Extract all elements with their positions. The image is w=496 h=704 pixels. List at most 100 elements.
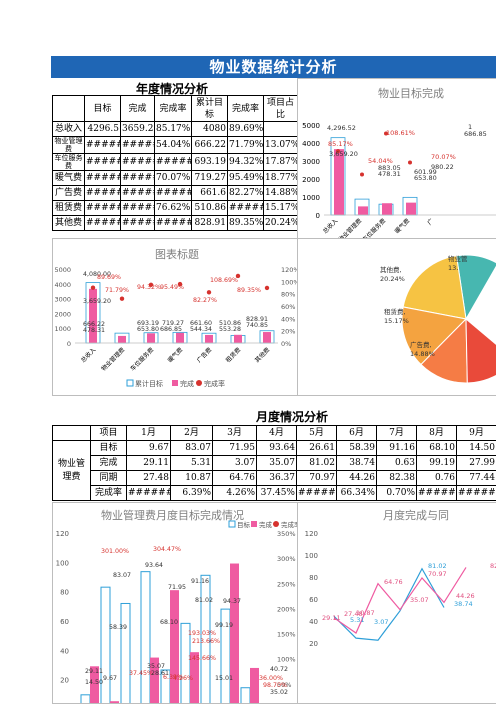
header-cell: 4月	[257, 426, 297, 441]
y-tick-label: 100	[56, 559, 69, 567]
pie-label: 其他费,	[380, 265, 402, 274]
table-cell: ######	[155, 154, 192, 171]
y-tick-label: 1000	[302, 194, 320, 202]
y-tick-label: 3000	[54, 296, 71, 304]
table-row: 租赁费############76.62%510.86######15.17%	[53, 201, 298, 216]
table-row: 物业管理费############54.04%666.2271.79%13.07…	[53, 137, 298, 154]
header-cell: 累计目标	[192, 96, 228, 122]
y-tick-label: 80	[309, 574, 318, 582]
data-label: 94.32%	[137, 284, 161, 291]
table-cell: 89.35%	[228, 216, 264, 231]
y-tick-label: 120	[56, 530, 69, 538]
y-tick-label: 2000	[54, 310, 71, 318]
table-cell: 35.07	[257, 456, 297, 471]
pie-label: 13.	[448, 264, 458, 272]
table-cell: ######	[85, 154, 121, 171]
x-tick-label: 暖气费	[166, 346, 184, 364]
table-cell: 26.61	[297, 441, 337, 456]
header-cell: 6月	[337, 426, 377, 441]
completed-bar	[358, 206, 368, 215]
data-label: 29.11	[85, 668, 103, 675]
table-cell: 95.49%	[228, 171, 264, 186]
table-cell: ######	[127, 486, 171, 501]
header-cell: 7月	[377, 426, 417, 441]
x-tick-label: 车位服务费	[361, 217, 388, 239]
table-cell: 4296.5	[85, 122, 121, 137]
legend-label: 完成率	[204, 379, 225, 388]
pie-label: 租赁费,	[384, 307, 406, 316]
header-cell: 完成率	[228, 96, 264, 122]
table-cell: 82.27%	[228, 186, 264, 201]
legend-label: 完成	[259, 520, 273, 529]
row-label: 完成率	[91, 486, 127, 501]
rate-point	[265, 286, 269, 290]
target-bar	[141, 572, 150, 703]
pie-label: 15.17%	[384, 317, 409, 325]
data-label: 3,659.20	[329, 150, 358, 158]
data-label: 14.50	[85, 679, 103, 686]
data-label: 58.39	[109, 624, 127, 631]
y2-tick-label: 0%	[281, 340, 291, 348]
header-cell: 项目占比	[264, 96, 298, 122]
data-label: 83.07	[113, 572, 131, 579]
y2-tick-label: 60%	[281, 303, 295, 311]
legend-swatch	[196, 380, 202, 386]
table-cell: 93.64	[257, 441, 297, 456]
table-cell: 29.11	[127, 456, 171, 471]
data-label: 82	[490, 562, 496, 570]
completed-bar	[382, 203, 392, 215]
header-cell: 2月	[171, 426, 213, 441]
table-cell: ######	[85, 216, 121, 231]
header-cell: 8月	[417, 426, 457, 441]
data-label: 81.02	[428, 562, 447, 570]
table-cell: 4.26%	[213, 486, 257, 501]
table-cell: 0.63	[377, 456, 417, 471]
data-label: 91.16	[191, 578, 209, 585]
data-label: 94.37	[223, 598, 241, 605]
data-label: 85.17%	[328, 140, 353, 148]
data-label: 98.70%	[263, 682, 287, 689]
y-tick-label: 20	[309, 640, 318, 648]
table-cell: 71.79%	[228, 137, 264, 154]
y-tick-label: 4000	[302, 140, 320, 148]
table-cell: ######	[85, 137, 121, 154]
table-cell	[264, 122, 298, 137]
monthly-section-title: 月度情况分析	[256, 408, 328, 425]
table-cell: 661.6	[192, 186, 228, 201]
table-cell: 510.86	[192, 201, 228, 216]
row-label: 完成	[91, 456, 127, 471]
table-cell: 94.32%	[228, 154, 264, 171]
table-cell: 85.17%	[155, 122, 192, 137]
table-cell: 36.37	[257, 471, 297, 486]
y2-tick-label: 80%	[281, 291, 295, 299]
row-label: 物业管理费	[53, 137, 85, 154]
chart-canvas: 500040003000200010000120%100%80%60%40%20…	[53, 239, 298, 395]
table-cell: 37.45%	[257, 486, 297, 501]
x-tick-label: 广告费	[195, 346, 213, 364]
table-cell: 4080	[192, 122, 228, 137]
legend-label: 累计目标	[135, 379, 163, 388]
table-cell: 91.16	[377, 441, 417, 456]
row-label: 广告费	[53, 186, 85, 201]
x-tick-label: 物业管理费	[100, 346, 127, 373]
completed-bar	[234, 335, 242, 343]
pie-label: 20.24%	[380, 275, 405, 283]
completed-bar	[205, 335, 213, 343]
table-cell: 82.38	[377, 471, 417, 486]
y-tick-label: 60	[60, 618, 69, 626]
data-label: 71.79%	[105, 287, 129, 294]
y-tick-label: 1000	[54, 325, 71, 333]
table-cell: ######	[85, 171, 121, 186]
page-banner: 物业数据统计分析	[51, 56, 496, 78]
table-cell: 38.74	[337, 456, 377, 471]
data-label: 478.31	[378, 170, 401, 178]
y2-tick-label: 250%	[277, 580, 296, 588]
data-label: 29.11	[322, 614, 341, 622]
data-label: 108.61%	[386, 129, 415, 137]
completed-bar	[176, 333, 184, 343]
